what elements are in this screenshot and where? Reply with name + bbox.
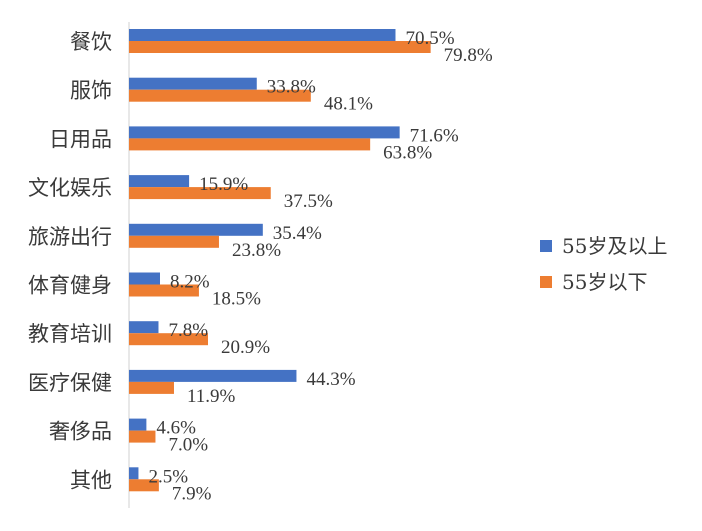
bar-series-2 — [129, 187, 271, 200]
bar-series-1 — [129, 418, 147, 431]
bar-series-2 — [129, 138, 371, 151]
bar-series-2 — [129, 479, 159, 492]
bar-series-2 — [129, 381, 174, 394]
category-label: 文化娱乐 — [28, 176, 112, 200]
bar-series-1 — [129, 321, 159, 334]
bar-series-1 — [129, 223, 263, 236]
bar-series-2 — [129, 89, 311, 102]
data-label: 48.1% — [324, 94, 373, 115]
category-label: 日用品 — [49, 127, 112, 151]
data-label: 33.8% — [267, 77, 316, 98]
category-label: 奢侈品 — [49, 420, 112, 444]
data-label: 7.0% — [168, 435, 208, 456]
category-label: 体育健身 — [28, 274, 112, 298]
data-label: 4.6% — [156, 418, 196, 439]
bar-series-2 — [129, 430, 156, 443]
bar-series-2 — [129, 284, 199, 297]
data-label: 71.6% — [410, 125, 459, 146]
bar-series-1 — [129, 467, 139, 480]
value-labels: 70.5%79.8% 33.8% 48.1% 71.6%63.8% 15.9% 37.5%… — [148, 28, 492, 504]
data-label: 35.4% — [273, 223, 322, 244]
data-label: 23.8% — [232, 240, 281, 261]
category-label: 服饰 — [70, 79, 112, 103]
bars — [129, 29, 431, 492]
bar-series-1 — [129, 272, 160, 285]
data-label: 15.9% — [199, 174, 248, 195]
data-label: 44.3% — [306, 369, 355, 390]
legend-label: 55岁及以上 — [562, 234, 667, 258]
bar-series-1 — [129, 77, 257, 90]
data-label: 2.5% — [148, 466, 188, 487]
category-label: 其他 — [70, 468, 112, 492]
data-label: 18.5% — [212, 289, 261, 310]
legend: 55岁及以上 55岁以下 — [540, 234, 667, 294]
data-label: 7.9% — [172, 483, 212, 504]
data-label: 70.5% — [405, 28, 454, 49]
bar-series-2 — [129, 333, 209, 346]
legend-label: 55岁以下 — [562, 270, 647, 294]
data-label: 37.5% — [284, 191, 333, 212]
data-label: 11.9% — [187, 386, 236, 407]
legend-swatch — [540, 276, 552, 288]
category-label: 旅游出行 — [28, 225, 112, 249]
legend-swatch — [540, 240, 552, 252]
data-label: 7.8% — [168, 320, 208, 341]
category-label: 教育培训 — [28, 322, 112, 346]
bar-series-2 — [129, 41, 431, 53]
bar-series-1 — [129, 29, 396, 41]
bar-series-1 — [129, 126, 400, 139]
bar-series-1 — [129, 369, 297, 382]
data-label: 79.8% — [444, 45, 493, 66]
data-label: 20.9% — [221, 337, 270, 358]
bar-series-1 — [129, 175, 190, 188]
category-label: 医疗保健 — [28, 371, 112, 395]
data-label: 63.8% — [383, 142, 432, 163]
data-label: 8.2% — [170, 272, 210, 293]
category-label: 餐饮 — [70, 30, 112, 54]
bar-series-2 — [129, 235, 219, 248]
